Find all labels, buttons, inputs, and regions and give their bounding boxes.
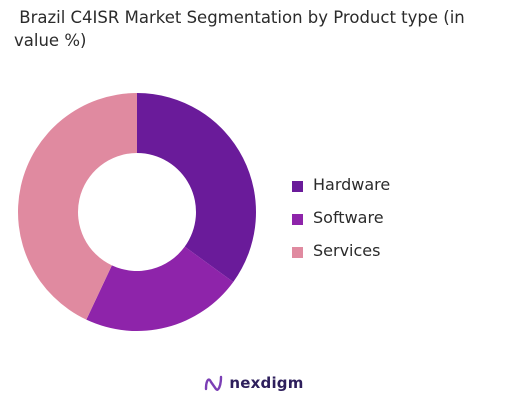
legend-swatch-software <box>292 214 303 225</box>
slice-hardware <box>137 93 257 282</box>
chart-title: Brazil C4ISR Market Segmentation by Prod… <box>14 8 470 50</box>
donut-slices <box>18 93 257 331</box>
legend-item-services: Services <box>292 234 390 267</box>
legend-label-software: Software <box>313 208 384 227</box>
legend-item-hardware: Hardware <box>292 168 390 201</box>
nexdigm-logo-icon <box>205 375 223 391</box>
donut-chart <box>18 93 257 331</box>
legend-label-hardware: Hardware <box>313 175 391 194</box>
brand-name: nexdigm <box>229 374 304 392</box>
slice-software <box>86 246 234 331</box>
brand-logo: nexdigm <box>0 374 507 392</box>
legend-label-services: Services <box>313 241 381 260</box>
legend-swatch-hardware <box>292 181 303 192</box>
legend: Hardware Software Services <box>292 168 390 267</box>
legend-swatch-services <box>292 247 303 258</box>
slice-services <box>18 93 138 320</box>
legend-item-software: Software <box>292 201 390 234</box>
